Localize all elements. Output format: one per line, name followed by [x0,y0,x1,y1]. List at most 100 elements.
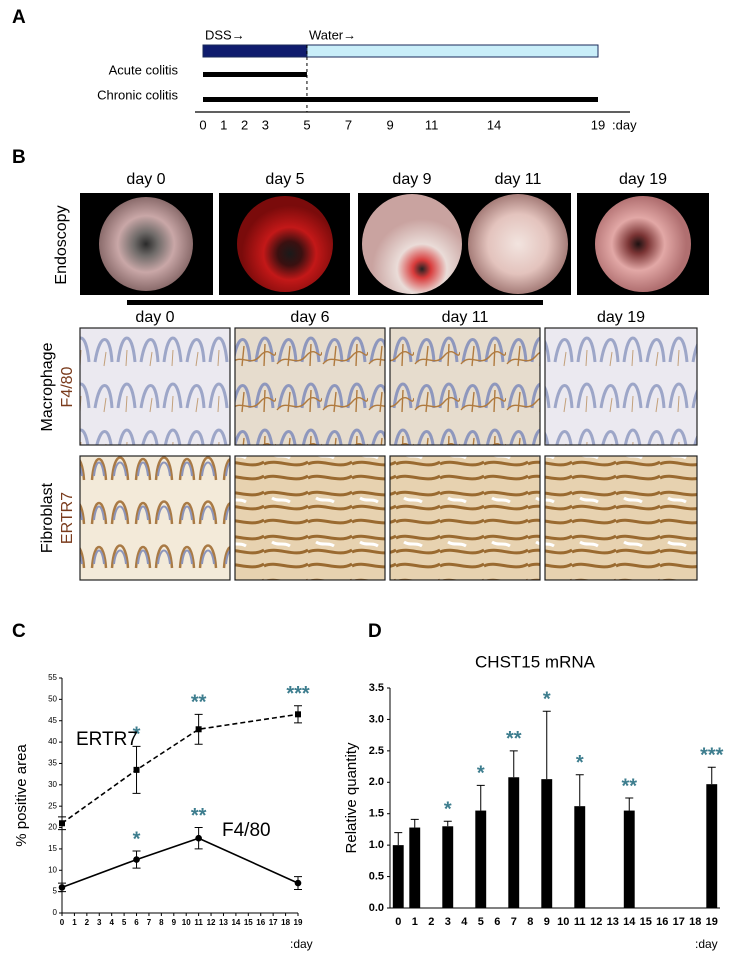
bar [508,777,520,908]
data-point [133,856,140,863]
x-tick-label: 10 [557,916,569,928]
error-bar [509,750,518,778]
x-tick-label: 4 [109,918,114,927]
tick-label: 7 [345,117,352,132]
significance: ** [621,775,637,797]
phase-bar [202,44,308,58]
x-tick-label: 13 [219,918,228,927]
day-label: day 19 [619,171,667,188]
series-label: F4/80 [222,820,271,841]
x-tick-label: 14 [623,916,636,928]
bar [623,810,635,908]
y-tick-label: 0.0 [369,902,384,914]
row-label: Acute colitis [109,62,179,77]
row-label: F4/80 [59,366,76,407]
x-tick-label: 12 [207,918,216,927]
significance: * [133,724,141,746]
histology-images [79,327,698,581]
error-bar [542,710,551,780]
error-bar [394,832,403,846]
x-tick-label: 16 [656,916,668,928]
x-tick-label: 15 [244,918,253,927]
error-bar [410,818,419,828]
y-tick-label: 15 [48,844,57,853]
y-tick-label: 30 [48,780,57,789]
y-tick-label: 0 [53,908,58,917]
y-tick-label: 55 [48,673,57,682]
x-tick-label: 11 [194,918,203,927]
histology-image [79,327,231,446]
x-tick-label: 8 [527,916,533,928]
x-tick-label: 4 [461,916,468,928]
significance: * [477,763,485,785]
x-tick-label: 9 [544,916,550,928]
data-point [295,711,301,718]
y-tick-label: 5 [53,887,58,896]
significance: * [576,752,584,774]
x-tick-label: 10 [182,918,191,927]
error-bar [476,784,485,811]
bar [706,784,718,908]
tick-label: 11 [425,117,439,132]
error-bar [575,774,584,807]
day-label: day 11 [495,171,542,188]
phase-label: DSS→ [205,27,245,42]
y-tick-label: 1.0 [369,839,384,851]
row-label: ERTR7 [59,492,76,544]
panel-label: D [368,621,382,642]
row-label: Macrophage [39,342,56,431]
y-tick-label: 2.5 [369,745,384,757]
x-tick-label: 17 [269,918,278,927]
day-label: day 9 [392,171,431,188]
x-tick-label: 7 [511,916,517,928]
endoscopy-view [237,196,333,292]
x-tick-label: 18 [689,916,701,928]
data-point [294,879,302,887]
data-point [195,834,202,842]
x-tick-label: 17 [673,916,685,928]
x-tick-label: 3 [445,916,451,928]
y-tick-label: 20 [48,823,57,832]
panel-label: A [12,7,26,28]
period-bar [203,97,598,102]
data-point [195,726,202,733]
x-tick-label: 6 [134,918,139,927]
chart-title: CHST15 mRNA [475,652,596,671]
x-tick-label: 0 [395,916,401,928]
axis-unit: :day [612,117,637,132]
panel-label: B [12,147,26,168]
tick-label: 9 [386,117,393,132]
day-label: day 6 [290,309,329,326]
bar [574,806,586,908]
x-tick-label: 15 [640,916,652,928]
day-label: day 5 [265,171,304,188]
x-tick-label: 2 [428,916,434,928]
x-tick-label: 18 [281,918,290,927]
histology-image [544,455,698,581]
phase-bar [306,44,599,58]
x-tick-label: 6 [494,916,500,928]
y-tick-label: 25 [48,801,57,810]
significance: * [133,828,141,850]
y-axis-label: Relative quantity [343,742,360,853]
endoscopy-view [99,197,193,291]
x-tick-label: 16 [256,918,265,927]
x-axis-label: :day [290,937,313,951]
x-tick-label: 7 [147,918,152,927]
histology-image [389,327,541,446]
y-tick-label: 35 [48,759,57,768]
x-tick-label: 3 [97,918,102,927]
significance: * [444,799,452,821]
endoscopy-images [80,193,709,295]
panel-label: C [12,621,26,642]
y-tick-label: 1.5 [369,808,384,820]
bar [541,779,553,908]
series-line [61,837,299,889]
day-label: day 0 [135,309,174,326]
significance: ** [191,692,207,714]
y-tick-label: 3.5 [369,682,384,694]
data-point [59,820,65,827]
